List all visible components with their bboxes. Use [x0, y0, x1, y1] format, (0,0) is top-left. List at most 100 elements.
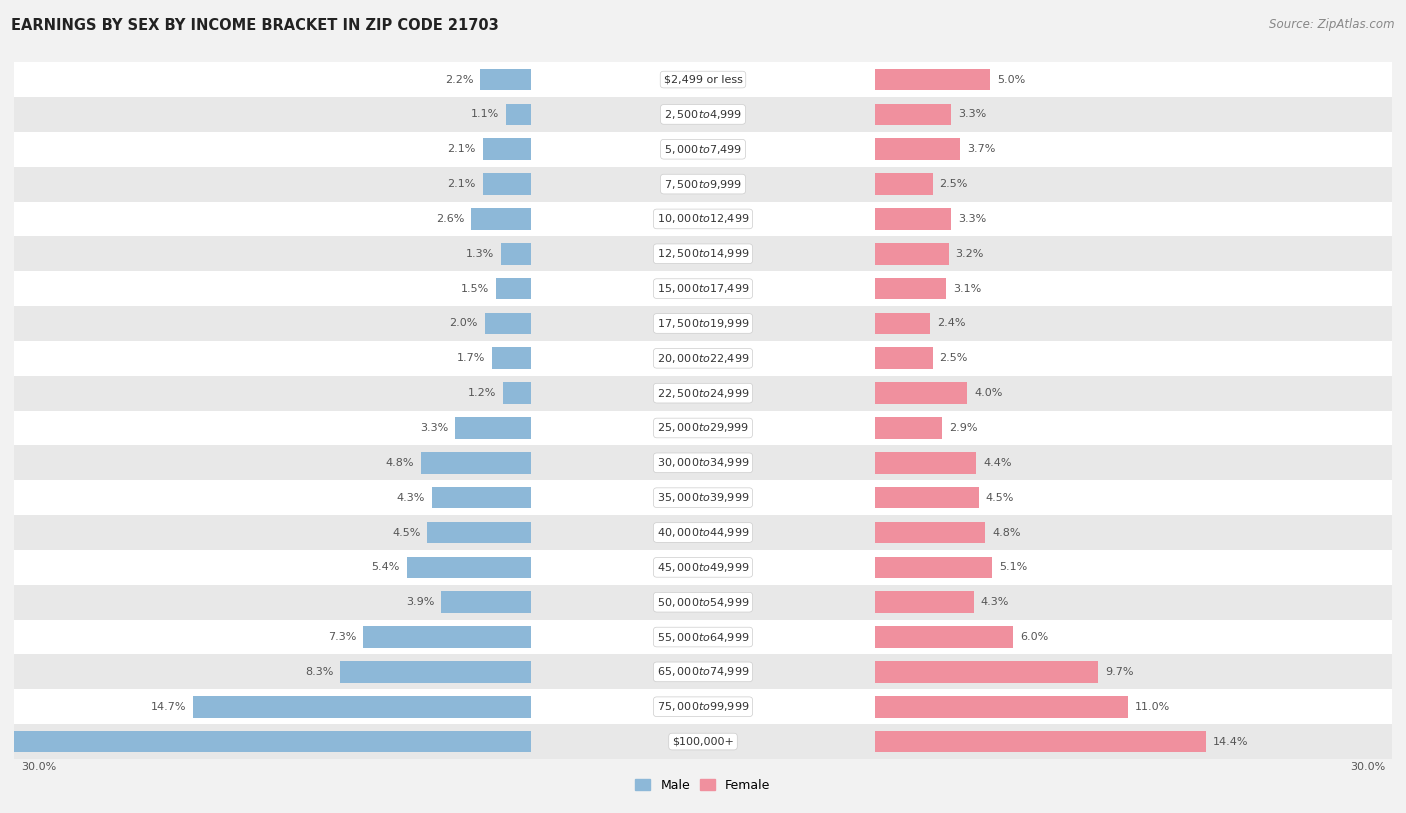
Bar [14, 272, 1392, 306]
Bar [14, 167, 1392, 202]
Text: 11.0%: 11.0% [1135, 702, 1170, 711]
Bar [14, 515, 1392, 550]
Text: $15,000 to $17,499: $15,000 to $17,499 [657, 282, 749, 295]
Text: 4.5%: 4.5% [986, 493, 1014, 502]
Text: 4.5%: 4.5% [392, 528, 420, 537]
Bar [875, 69, 990, 90]
Bar [875, 661, 1098, 683]
Bar [471, 208, 531, 230]
Bar [14, 306, 1392, 341]
Text: 2.5%: 2.5% [939, 354, 967, 363]
Bar [482, 138, 531, 160]
Bar [875, 313, 931, 334]
Bar [503, 382, 531, 404]
Bar [14, 62, 1392, 97]
Text: 30.0%: 30.0% [21, 762, 56, 772]
Text: 4.8%: 4.8% [385, 458, 413, 467]
Text: $45,000 to $49,999: $45,000 to $49,999 [657, 561, 749, 574]
Bar [875, 103, 950, 125]
Text: 30.0%: 30.0% [1350, 762, 1385, 772]
Text: Source: ZipAtlas.com: Source: ZipAtlas.com [1270, 18, 1395, 31]
Bar [14, 132, 1392, 167]
Text: 1.5%: 1.5% [461, 284, 489, 293]
Bar [14, 724, 1392, 759]
Bar [875, 487, 979, 508]
Bar [0, 731, 531, 752]
Text: $25,000 to $29,999: $25,000 to $29,999 [657, 421, 749, 434]
Text: 5.4%: 5.4% [371, 563, 399, 572]
Text: $5,000 to $7,499: $5,000 to $7,499 [664, 143, 742, 156]
Text: 4.4%: 4.4% [983, 458, 1012, 467]
Text: 2.6%: 2.6% [436, 214, 464, 224]
Bar [485, 313, 531, 334]
Text: 3.1%: 3.1% [953, 284, 981, 293]
Text: 2.1%: 2.1% [447, 179, 475, 189]
Text: 3.3%: 3.3% [420, 423, 449, 433]
Text: 8.3%: 8.3% [305, 667, 333, 677]
Bar [427, 522, 531, 543]
Bar [496, 278, 531, 299]
Bar [875, 417, 942, 439]
Text: 14.7%: 14.7% [150, 702, 186, 711]
Bar [441, 591, 531, 613]
Text: 3.3%: 3.3% [957, 214, 986, 224]
Text: 2.9%: 2.9% [949, 423, 977, 433]
Bar [875, 243, 949, 264]
Text: 1.3%: 1.3% [465, 249, 494, 259]
Bar [875, 696, 1128, 718]
Bar [875, 278, 946, 299]
Bar [875, 173, 932, 195]
Bar [193, 696, 531, 718]
Text: 4.3%: 4.3% [396, 493, 425, 502]
Bar [14, 376, 1392, 411]
Bar [14, 411, 1392, 446]
Bar [14, 654, 1392, 689]
Bar [14, 689, 1392, 724]
Text: $65,000 to $74,999: $65,000 to $74,999 [657, 665, 749, 678]
Bar [14, 97, 1392, 132]
Text: 2.0%: 2.0% [450, 319, 478, 328]
Bar [340, 661, 531, 683]
Text: $55,000 to $64,999: $55,000 to $64,999 [657, 631, 749, 644]
Bar [481, 69, 531, 90]
Text: 9.7%: 9.7% [1105, 667, 1133, 677]
Text: 3.9%: 3.9% [406, 598, 434, 607]
Text: 1.7%: 1.7% [457, 354, 485, 363]
Bar [875, 591, 974, 613]
Bar [14, 620, 1392, 654]
Bar [14, 585, 1392, 620]
Text: $17,500 to $19,999: $17,500 to $19,999 [657, 317, 749, 330]
Text: 2.2%: 2.2% [444, 75, 474, 85]
Text: 2.5%: 2.5% [939, 179, 967, 189]
Text: 1.1%: 1.1% [471, 110, 499, 120]
Bar [506, 103, 531, 125]
Text: $40,000 to $44,999: $40,000 to $44,999 [657, 526, 749, 539]
Bar [875, 452, 976, 474]
Text: 7.3%: 7.3% [328, 632, 356, 642]
Bar [14, 480, 1392, 515]
Text: $2,500 to $4,999: $2,500 to $4,999 [664, 108, 742, 121]
Bar [406, 557, 531, 578]
Text: 3.7%: 3.7% [967, 144, 995, 154]
Bar [420, 452, 531, 474]
Text: 14.4%: 14.4% [1213, 737, 1249, 746]
Text: $10,000 to $12,499: $10,000 to $12,499 [657, 212, 749, 225]
Bar [482, 173, 531, 195]
Text: $50,000 to $54,999: $50,000 to $54,999 [657, 596, 749, 609]
Text: 3.2%: 3.2% [956, 249, 984, 259]
Text: 1.2%: 1.2% [468, 388, 496, 398]
Bar [14, 550, 1392, 585]
Text: $20,000 to $22,499: $20,000 to $22,499 [657, 352, 749, 365]
Text: 2.1%: 2.1% [447, 144, 475, 154]
Bar [492, 347, 531, 369]
Legend: Male, Female: Male, Female [630, 774, 776, 797]
Bar [14, 237, 1392, 272]
Text: 4.8%: 4.8% [993, 528, 1021, 537]
Bar [875, 138, 960, 160]
Text: EARNINGS BY SEX BY INCOME BRACKET IN ZIP CODE 21703: EARNINGS BY SEX BY INCOME BRACKET IN ZIP… [11, 18, 499, 33]
Bar [875, 347, 932, 369]
Text: 5.0%: 5.0% [997, 75, 1025, 85]
Bar [875, 208, 950, 230]
Text: $100,000+: $100,000+ [672, 737, 734, 746]
Bar [14, 446, 1392, 480]
